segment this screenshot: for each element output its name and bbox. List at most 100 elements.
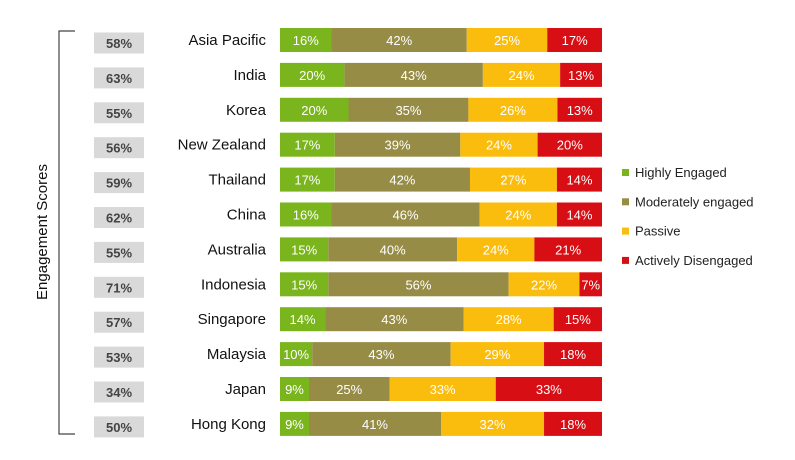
- country-label: Asia Pacific: [188, 32, 266, 49]
- country-label: Hong Kong: [191, 416, 266, 433]
- bar-segment: [331, 28, 467, 52]
- bar-segment: [334, 167, 470, 192]
- chart-row: 57% Singapore 14% 43% 28% 15%: [94, 307, 602, 333]
- engagement-score-box: [94, 311, 144, 333]
- bar-segment: [280, 342, 313, 367]
- bar-segment: [469, 167, 557, 192]
- engagement-score: 55%: [106, 106, 132, 121]
- bar-segment: [280, 272, 329, 297]
- legend-label: Passive: [635, 224, 681, 239]
- legend-item: Actively Disengaged: [622, 253, 753, 268]
- data-label: 26%: [500, 103, 526, 118]
- data-label: 15%: [291, 242, 317, 257]
- legend-swatch: [622, 198, 629, 206]
- legend-swatch: [622, 256, 629, 264]
- bar-segment: [331, 202, 480, 227]
- bar-segment: [348, 97, 469, 122]
- engagement-score-box: [94, 102, 144, 124]
- country-label: New Zealand: [178, 137, 266, 154]
- engagement-score: 59%: [106, 176, 132, 191]
- data-label: 20%: [557, 138, 583, 153]
- bar-segment: [280, 167, 335, 192]
- y-axis-bracket: [58, 30, 75, 435]
- data-label: 18%: [560, 347, 586, 362]
- data-label: 20%: [301, 103, 327, 118]
- data-label: 43%: [381, 312, 407, 327]
- chart-row: 53% Malaysia 10% 43% 29% 18%: [94, 342, 602, 368]
- chart-row: 59% Thailand 17% 42% 27% 14%: [94, 167, 602, 194]
- data-label: 9%: [285, 417, 304, 432]
- engagement-score: 56%: [106, 141, 132, 156]
- legend-label: Moderately engaged: [635, 194, 754, 209]
- bar-segment: [553, 307, 602, 332]
- data-label: 9%: [285, 382, 304, 397]
- data-label: 35%: [395, 103, 421, 118]
- data-label: 24%: [505, 208, 531, 223]
- data-label: 42%: [386, 33, 412, 48]
- legend-swatch: [622, 227, 629, 235]
- bar-segment: [556, 167, 602, 192]
- bar-segment: [280, 202, 332, 227]
- data-label: 29%: [484, 347, 510, 362]
- country-label: Singapore: [198, 311, 266, 328]
- bar-segment: [460, 132, 538, 157]
- engagement-score: 71%: [106, 280, 132, 295]
- engagement-score: 63%: [106, 71, 132, 86]
- bar-segment: [308, 377, 390, 401]
- bar-segment: [328, 237, 458, 262]
- bar-segment: [441, 411, 545, 436]
- legend-label: Highly Engaged: [635, 165, 727, 180]
- bar-segment: [534, 237, 602, 262]
- data-label: 14%: [566, 208, 592, 223]
- data-label: 25%: [336, 382, 362, 397]
- engagement-score: 55%: [106, 245, 132, 260]
- engagement-score-box: [94, 32, 144, 54]
- engagement-score-box: [94, 207, 144, 228]
- data-label: 15%: [565, 312, 591, 327]
- bar-segment: [560, 62, 602, 87]
- bar-segment: [556, 202, 602, 227]
- legend-item: Passive: [622, 224, 681, 239]
- data-label: 56%: [405, 277, 431, 292]
- country-label: Japan: [225, 381, 266, 398]
- bar-segment: [508, 272, 580, 297]
- y-axis-title: Engagement Scores: [34, 164, 51, 300]
- chart-rows: 58% Asia Pacific 16% 42% 25% 17% 63% India 20% 43…: [94, 28, 602, 438]
- data-label: 43%: [401, 68, 427, 83]
- legend-item: Highly Engaged: [622, 165, 727, 180]
- bar-segment: [468, 97, 558, 122]
- bar-segment: [457, 237, 535, 262]
- data-label: 13%: [567, 103, 593, 118]
- bar-segment: [537, 132, 602, 157]
- data-label: 16%: [293, 208, 319, 223]
- data-label: 39%: [385, 138, 411, 153]
- country-label: Australia: [208, 241, 267, 258]
- chart-row: 56% New Zealand 17% 39% 24% 20%: [94, 132, 602, 159]
- engagement-score-box: [94, 241, 144, 263]
- engagement-score-box: [94, 381, 144, 403]
- legend-label: Actively Disengaged: [635, 253, 753, 268]
- bar-segment: [479, 202, 557, 227]
- bar-segment: [450, 342, 545, 367]
- data-label: 20%: [299, 68, 325, 83]
- data-label: 33%: [430, 382, 456, 397]
- y-axis-title-group: Engagement Scores: [34, 164, 51, 300]
- bar-segment: [334, 132, 461, 157]
- data-label: 25%: [494, 33, 520, 48]
- bar-segment: [280, 132, 335, 157]
- engagement-score: 57%: [106, 315, 132, 330]
- engagement-score: 50%: [106, 420, 132, 435]
- data-label: 32%: [480, 417, 506, 432]
- country-label: Korea: [226, 102, 267, 119]
- data-label: 14%: [566, 173, 592, 188]
- data-label: 27%: [500, 173, 526, 188]
- data-label: 24%: [483, 242, 509, 257]
- data-label: 14%: [290, 312, 316, 327]
- bar-segment: [544, 342, 602, 367]
- data-label: 41%: [362, 417, 388, 432]
- data-label: 42%: [389, 173, 415, 188]
- legend-swatch: [622, 169, 629, 176]
- engagement-score-box: [94, 416, 144, 438]
- country-label: Indonesia: [201, 276, 267, 293]
- chart-row: 58% Asia Pacific 16% 42% 25% 17%: [94, 28, 602, 54]
